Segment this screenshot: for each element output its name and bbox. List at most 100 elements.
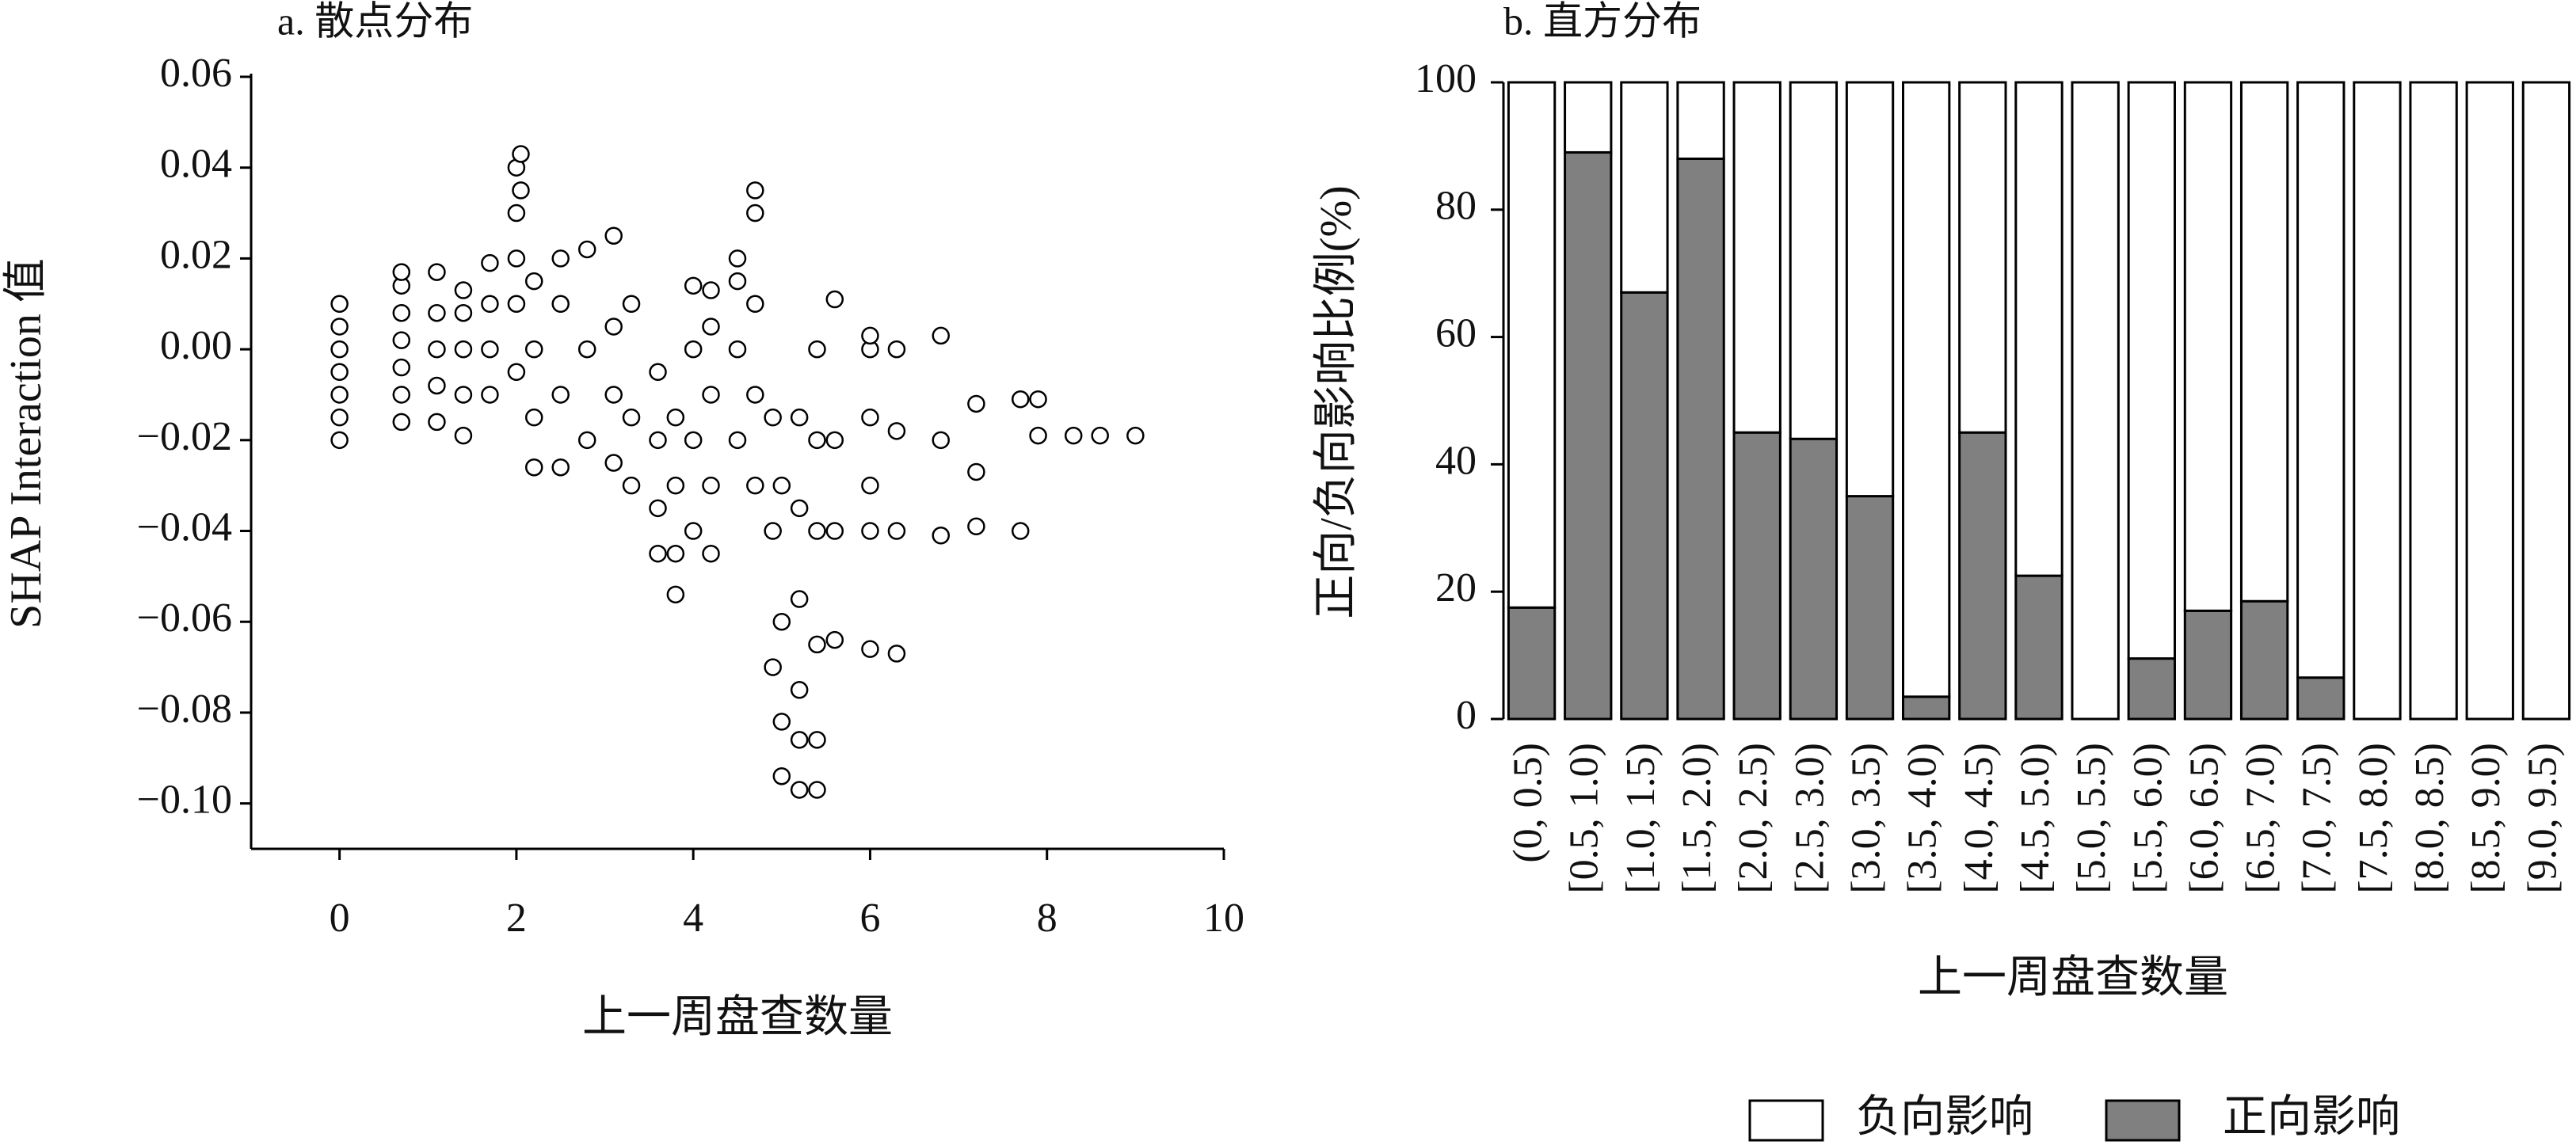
x-tick-label: [0.5, 1.0): [1562, 743, 1607, 894]
x-tick-label: [9.0, 9.5): [2520, 743, 2565, 894]
scatter-point: [702, 476, 720, 495]
scatter-point: [684, 340, 703, 359]
y-tick-label: 0.06: [160, 51, 232, 96]
bar: [1845, 495, 1895, 721]
x-axis-label: 上一周盘查数量: [582, 993, 893, 1042]
scatter-point: [684, 522, 703, 540]
scatter-point: [454, 386, 473, 404]
bar: [2353, 81, 2402, 721]
x-tick-label: 10: [1203, 896, 1244, 941]
scatter-point: [330, 431, 349, 450]
x-axis-label: 上一周盘查数量: [1918, 953, 2228, 1002]
scatter-point: [887, 422, 906, 440]
bar: [1564, 150, 1613, 721]
bar: [2239, 599, 2289, 721]
scatter-point: [392, 263, 411, 281]
scatter-point: [622, 476, 641, 495]
y-tick-label: −0.06: [137, 595, 232, 641]
bar: [2127, 81, 2176, 660]
bar: [2183, 609, 2233, 721]
x-tick-label: [1.5, 2.0): [1675, 743, 1720, 894]
legend-label: 正向影响: [2223, 1093, 2400, 1142]
scatter-point: [428, 263, 446, 281]
scatter-point: [808, 340, 826, 359]
y-tick-label: −0.08: [137, 687, 232, 732]
bar: [2014, 81, 2063, 577]
y-tick-label: 0.00: [160, 323, 232, 368]
scatter-point: [746, 181, 764, 200]
scatter-point: [428, 303, 446, 322]
scatter-point: [790, 681, 809, 699]
scatter-point: [392, 358, 411, 377]
scatter-point: [551, 458, 570, 477]
bar: [1564, 81, 1613, 154]
bar: [1676, 81, 1725, 160]
bar: [2521, 81, 2571, 721]
bar: [2296, 676, 2345, 721]
scatter-point: [728, 431, 747, 450]
bar: [2071, 81, 2120, 721]
scatter-point: [649, 544, 667, 563]
scatter-point: [524, 458, 543, 477]
scatter-point: [454, 281, 473, 299]
scatter-point: [524, 272, 543, 291]
x-tick-label: [6.0, 6.5): [2182, 743, 2227, 894]
scatter-point: [454, 303, 473, 322]
scatter-point: [577, 240, 596, 259]
scatter-point: [861, 408, 879, 427]
scatter-point: [887, 522, 906, 540]
scatter-point: [702, 386, 720, 404]
bar: [1620, 291, 1669, 721]
bar: [2183, 81, 2233, 612]
x-tick-label: [7.0, 7.5): [2295, 743, 2340, 894]
scatter-point: [428, 376, 446, 395]
scatter-point: [1029, 390, 1047, 409]
x-tick-label: [8.0, 8.5): [2407, 743, 2452, 894]
bar: [2127, 657, 2176, 721]
scatter-point: [790, 408, 809, 427]
scatter-point: [808, 781, 826, 799]
scatter-point: [454, 340, 473, 359]
scatter-point: [330, 318, 349, 336]
scatter-point: [1011, 390, 1030, 409]
scatter-point: [622, 408, 641, 427]
chart-title: b. 直方分布: [1503, 0, 1701, 43]
x-tick-label: (0, 0.5): [1506, 743, 1551, 863]
x-tick-label: [4.0, 4.5): [1957, 743, 2002, 894]
scatter-point: [790, 499, 809, 518]
scatter-point: [1029, 426, 1047, 445]
scatter-point: [666, 476, 685, 495]
scatter-point: [551, 249, 570, 268]
scatter-point: [577, 431, 596, 450]
bar: [2465, 81, 2514, 721]
bar: [1958, 81, 2007, 434]
scatter-point: [887, 645, 906, 663]
x-tick-label: [4.5, 5.0): [2013, 743, 2058, 894]
scatter-point: [825, 522, 844, 540]
bar: [1676, 157, 1725, 721]
bar: [1958, 431, 2007, 721]
scatter-point: [790, 590, 809, 608]
bar: [1845, 81, 1895, 498]
scatter-point: [330, 295, 349, 314]
scatter-point: [1126, 426, 1145, 445]
bar: [1507, 81, 1557, 609]
scatter-point: [330, 340, 349, 359]
scatter-point: [772, 612, 791, 631]
y-tick-label: 100: [1415, 56, 1477, 101]
x-tick-label: [1.0, 1.5): [1618, 743, 1663, 894]
scatter-point: [932, 431, 951, 450]
scatter-point: [728, 249, 747, 268]
legend-swatch: [2105, 1099, 2181, 1142]
scatter-point: [861, 326, 879, 345]
scatter-point: [825, 290, 844, 309]
scatter-point: [861, 522, 879, 540]
scatter-point: [524, 408, 543, 427]
x-tick-label: 2: [506, 896, 527, 941]
y-tick-label: −0.02: [137, 414, 232, 459]
y-tick-label: 20: [1435, 565, 1477, 611]
bar: [2014, 574, 2063, 721]
y-axis-label: SHAP Interaction 值: [2, 258, 51, 629]
bar: [1732, 81, 1781, 434]
scatter-point: [392, 386, 411, 404]
